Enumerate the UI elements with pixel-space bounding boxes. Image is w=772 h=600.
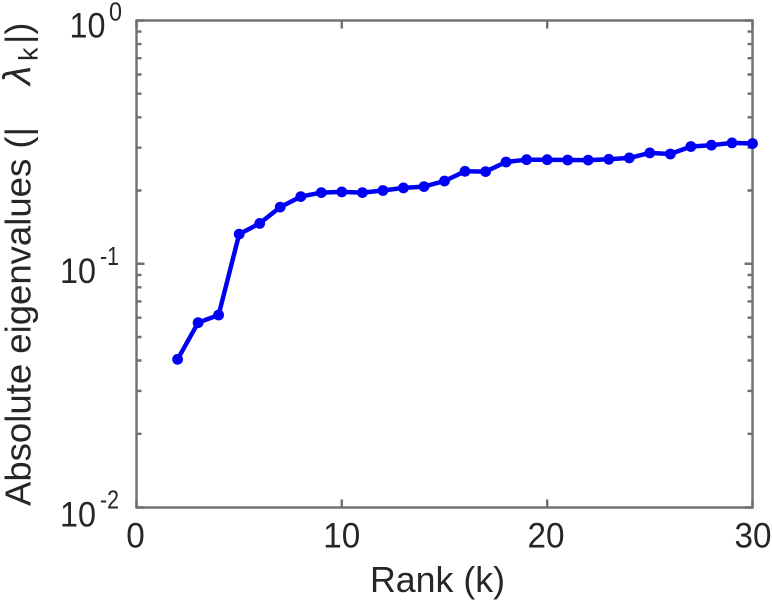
svg-text:|): |) [0,23,39,44]
svg-text:30: 30 [735,517,772,556]
svg-text:-1: -1 [100,241,119,271]
svg-text:k: k [14,47,44,61]
svg-text:20: 20 [528,517,565,556]
svg-text:10: 10 [323,517,360,556]
svg-text:10: 10 [70,7,106,46]
svg-text:Rank (k): Rank (k) [370,559,505,600]
svg-text:10: 10 [60,495,96,534]
svg-text:0: 0 [126,517,145,556]
svg-text:0: 0 [109,0,122,27]
svg-text:Absolute eigenvalues (|: Absolute eigenvalues (| [0,127,39,506]
svg-text:-2: -2 [100,484,119,514]
svg-text:10: 10 [60,252,96,291]
svg-text:λ: λ [0,66,40,87]
